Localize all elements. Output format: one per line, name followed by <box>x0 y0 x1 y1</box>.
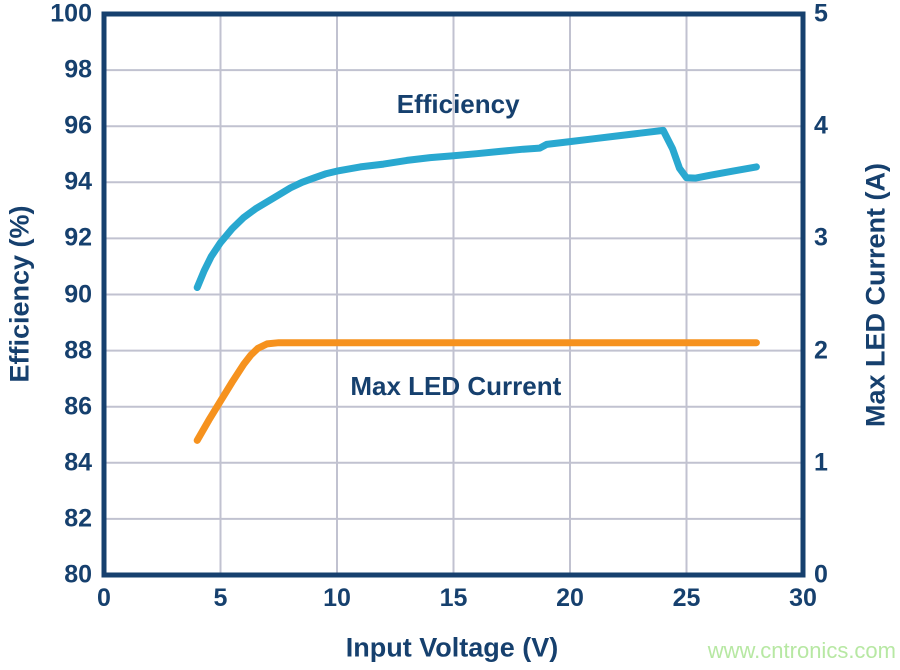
x-tick-label: 25 <box>672 584 701 612</box>
y-left-tick-label: 96 <box>64 111 92 140</box>
y-left-tick-label: 84 <box>64 448 92 477</box>
y-right-tick-label: 3 <box>814 223 828 252</box>
y-right-tick-label: 4 <box>814 111 828 140</box>
y-left-tick-label: 88 <box>64 336 92 365</box>
series-curve-max-led-current <box>193 339 760 444</box>
x-tick-label: 0 <box>97 584 111 612</box>
y-axis-title-right: Max LED Current (A) <box>860 162 891 428</box>
y-right-tick-label: 5 <box>814 0 828 28</box>
y-left-tick-label: 90 <box>64 280 92 308</box>
series-label-max-led-current: Max LED Current <box>350 370 562 401</box>
y-left-tick-label: 100 <box>50 0 92 28</box>
y-left-tick-label: 92 <box>64 223 92 252</box>
x-axis-title: Input Voltage (V) <box>345 632 559 663</box>
x-tick-label: 10 <box>323 584 351 612</box>
x-tick-label: 5 <box>213 584 228 612</box>
x-tick-label: 30 <box>789 584 817 612</box>
y-left-tick-label: 80 <box>64 560 92 589</box>
plot-border <box>101 11 806 578</box>
y-right-tick-label: 1 <box>814 448 828 477</box>
y-left-tick-label: 82 <box>64 504 92 533</box>
y-left-tick-label: 86 <box>64 392 92 421</box>
series-curve-efficiency <box>193 126 760 291</box>
y-right-tick-label: 0 <box>814 560 828 589</box>
x-tick-label: 15 <box>439 584 468 612</box>
y-left-tick-label: 94 <box>64 167 92 196</box>
x-tick-label: 20 <box>556 584 584 612</box>
y-left-tick-label: 98 <box>64 55 92 84</box>
watermark: www.cntronics.com <box>707 638 896 663</box>
series-label-efficiency: Efficiency <box>396 88 520 119</box>
y-right-tick-label: 2 <box>814 336 828 365</box>
